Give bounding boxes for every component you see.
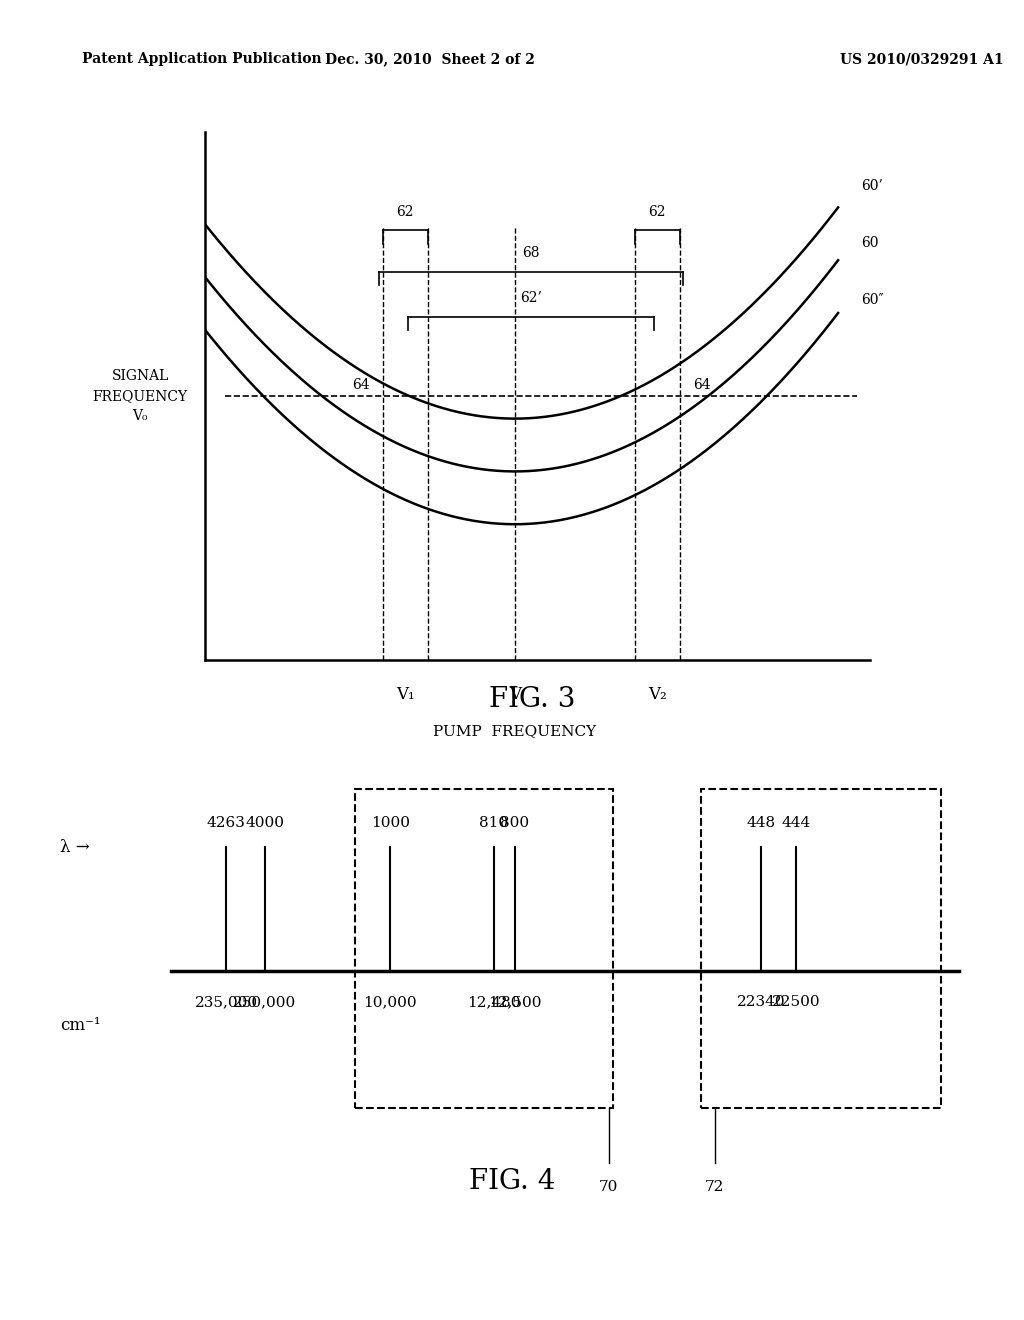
Text: 64: 64: [352, 378, 370, 392]
Text: 448: 448: [746, 816, 775, 830]
Text: US 2010/0329291 A1: US 2010/0329291 A1: [840, 53, 1004, 66]
Text: 800: 800: [500, 816, 529, 830]
Text: V₂: V₂: [648, 686, 667, 704]
Bar: [355, 789, 613, 1109]
Text: 444: 444: [781, 816, 810, 830]
Text: PUMP  FREQUENCY: PUMP FREQUENCY: [433, 725, 597, 738]
Text: 72: 72: [706, 1180, 724, 1195]
Text: 250,000: 250,000: [233, 995, 297, 1008]
Text: 62: 62: [648, 205, 666, 219]
Text: 10,000: 10,000: [364, 995, 417, 1008]
Text: 22340: 22340: [736, 995, 785, 1008]
Text: 22500: 22500: [771, 995, 820, 1008]
Text: Patent Application Publication: Patent Application Publication: [82, 53, 322, 66]
Text: FIG. 3: FIG. 3: [489, 686, 575, 713]
Text: 810: 810: [479, 816, 508, 830]
Text: 64: 64: [692, 378, 711, 392]
Text: V: V: [509, 686, 521, 704]
Text: 1000: 1000: [371, 816, 410, 830]
Text: 4000: 4000: [246, 816, 285, 830]
Text: Dec. 30, 2010  Sheet 2 of 2: Dec. 30, 2010 Sheet 2 of 2: [326, 53, 535, 66]
Text: λ →: λ →: [60, 840, 90, 855]
Text: 70: 70: [599, 1180, 618, 1195]
Text: 4263: 4263: [207, 816, 246, 830]
Text: 12,480: 12,480: [467, 995, 520, 1008]
Text: 60″: 60″: [861, 293, 884, 306]
Text: SIGNAL
FREQUENCY
V₀: SIGNAL FREQUENCY V₀: [92, 370, 187, 422]
Bar: [700, 789, 940, 1109]
Text: 12,500: 12,500: [488, 995, 542, 1008]
Text: 235,000: 235,000: [195, 995, 258, 1008]
Text: 62: 62: [396, 205, 414, 219]
Text: 60: 60: [861, 236, 879, 249]
Text: 68: 68: [522, 247, 540, 260]
Text: 60’: 60’: [861, 180, 883, 194]
Text: FIG. 4: FIG. 4: [469, 1168, 555, 1195]
Text: cm⁻¹: cm⁻¹: [60, 1018, 101, 1035]
Text: 62’: 62’: [520, 292, 542, 305]
Text: V₁: V₁: [396, 686, 415, 704]
